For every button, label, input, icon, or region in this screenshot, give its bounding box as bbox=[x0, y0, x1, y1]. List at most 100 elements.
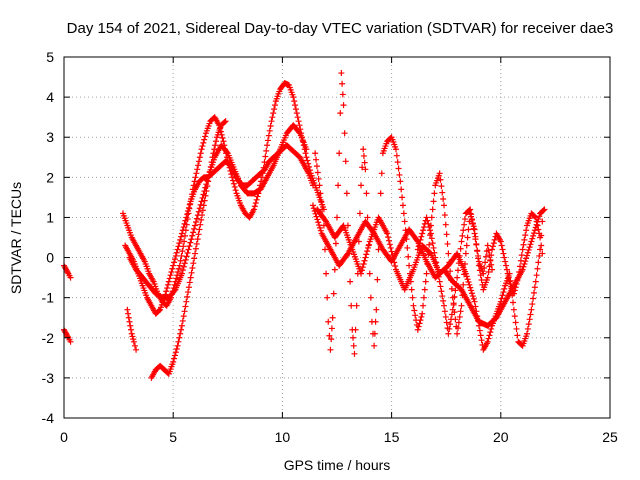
data-point bbox=[486, 332, 493, 339]
data-point bbox=[179, 248, 186, 255]
data-point bbox=[475, 322, 482, 329]
data-point bbox=[540, 207, 547, 214]
data-point bbox=[408, 286, 415, 293]
data-point bbox=[423, 214, 430, 221]
data-point bbox=[425, 220, 432, 227]
data-point bbox=[212, 142, 219, 149]
data-point bbox=[350, 342, 357, 349]
data-point bbox=[405, 253, 412, 260]
data-point bbox=[195, 162, 202, 169]
data-point bbox=[321, 246, 328, 253]
data-point bbox=[471, 298, 478, 305]
data-point bbox=[497, 238, 504, 245]
data-point bbox=[171, 259, 178, 266]
data-point bbox=[192, 222, 199, 229]
data-point bbox=[498, 295, 505, 302]
data-point bbox=[168, 268, 175, 275]
data-point bbox=[396, 171, 403, 178]
data-point bbox=[443, 231, 450, 238]
data-point bbox=[475, 252, 482, 259]
data-point bbox=[251, 203, 258, 210]
data-point bbox=[342, 158, 349, 165]
data-point bbox=[191, 225, 198, 232]
y-tick-label: -2 bbox=[42, 330, 55, 346]
data-point bbox=[510, 306, 517, 313]
data-point bbox=[178, 252, 185, 259]
x-tick-label: 25 bbox=[602, 429, 618, 445]
data-point bbox=[455, 260, 462, 267]
data-point bbox=[294, 114, 301, 121]
data-point bbox=[324, 294, 331, 301]
data-point bbox=[199, 212, 206, 219]
data-point bbox=[377, 190, 384, 197]
data-point bbox=[417, 317, 424, 324]
y-tick-label: 4 bbox=[46, 89, 54, 105]
data-point bbox=[489, 246, 496, 253]
data-point bbox=[185, 289, 192, 296]
data-point bbox=[195, 158, 202, 165]
data-point bbox=[328, 325, 335, 332]
data-point bbox=[179, 317, 186, 324]
data-point bbox=[529, 301, 536, 308]
data-point bbox=[454, 274, 461, 281]
data-point bbox=[359, 164, 366, 171]
data-point bbox=[395, 165, 402, 172]
y-axis-label: SDTVAR / TECUs bbox=[8, 182, 24, 294]
data-point bbox=[518, 252, 525, 259]
data-point bbox=[328, 336, 335, 343]
data-point bbox=[133, 346, 140, 353]
x-axis-label: GPS time / hours bbox=[284, 457, 391, 473]
data-point bbox=[410, 302, 417, 309]
data-point bbox=[192, 219, 199, 226]
data-point bbox=[477, 332, 484, 339]
data-point bbox=[312, 150, 319, 157]
data-point bbox=[317, 227, 324, 234]
data-point bbox=[202, 133, 209, 140]
data-point bbox=[388, 248, 395, 255]
data-point bbox=[348, 302, 355, 309]
data-point bbox=[524, 330, 531, 337]
data-point bbox=[330, 290, 337, 297]
data-point bbox=[176, 262, 183, 269]
data-point bbox=[327, 346, 334, 353]
data-point bbox=[529, 235, 536, 242]
data-point bbox=[166, 275, 173, 282]
data-point bbox=[420, 227, 427, 234]
y-tick-label: 0 bbox=[46, 250, 54, 266]
data-point bbox=[310, 205, 317, 212]
data-point bbox=[292, 106, 299, 113]
data-point bbox=[194, 236, 201, 243]
data-point bbox=[339, 80, 346, 87]
data-point bbox=[459, 232, 466, 239]
data-point bbox=[332, 240, 339, 247]
data-point bbox=[290, 94, 297, 101]
data-point bbox=[204, 183, 211, 190]
data-point bbox=[198, 216, 205, 223]
data-point bbox=[436, 170, 443, 177]
y-tick-label: -4 bbox=[42, 410, 55, 426]
data-point bbox=[521, 260, 528, 267]
data-point bbox=[510, 299, 517, 306]
data-point bbox=[181, 232, 188, 239]
data-point bbox=[440, 195, 447, 202]
data-point bbox=[384, 230, 391, 237]
data-point bbox=[485, 268, 492, 275]
data-point bbox=[531, 227, 538, 234]
data-point bbox=[404, 244, 411, 251]
data-points bbox=[61, 70, 548, 381]
data-point bbox=[420, 302, 427, 309]
data-point bbox=[426, 224, 433, 231]
data-point bbox=[391, 259, 398, 266]
data-point bbox=[203, 187, 210, 194]
data-point bbox=[412, 312, 419, 319]
data-point bbox=[498, 242, 505, 249]
data-point bbox=[315, 219, 322, 226]
y-tick-label: 1 bbox=[46, 209, 54, 225]
data-point bbox=[486, 252, 493, 259]
data-point bbox=[475, 317, 482, 324]
data-point bbox=[420, 224, 427, 231]
data-point bbox=[393, 152, 400, 159]
data-point bbox=[462, 270, 469, 277]
data-point bbox=[536, 213, 543, 220]
data-point bbox=[497, 298, 504, 305]
